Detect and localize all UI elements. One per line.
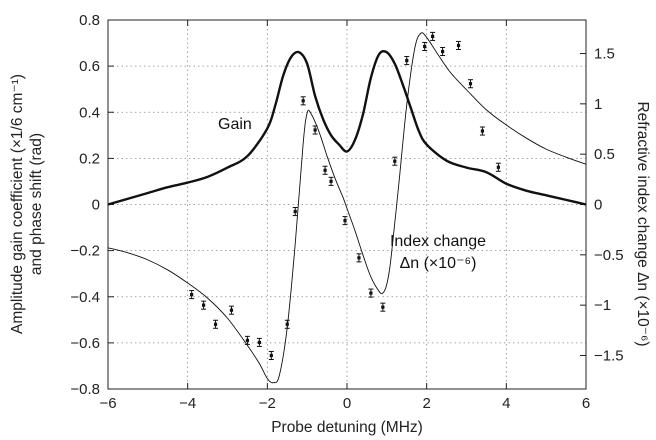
data-marker (229, 308, 234, 312)
x-tick-label: −4 (179, 395, 196, 412)
data-marker (293, 209, 297, 214)
data-point (456, 40, 462, 50)
data-point (467, 79, 473, 89)
data-marker (202, 303, 206, 307)
x-tick-label: 0 (343, 395, 351, 412)
data-marker (329, 179, 333, 183)
data-point (440, 46, 446, 57)
data-point (244, 335, 250, 345)
x-axis-title: Probe detuning (MHz) (271, 419, 423, 436)
y-left-tick-label: 0.6 (79, 58, 100, 75)
data-point (201, 300, 207, 310)
y-right-tick-label: 1 (594, 96, 602, 113)
data-point (322, 165, 328, 175)
x-tick-label: 4 (502, 395, 510, 412)
y-left-tick-label: −0.8 (70, 381, 100, 398)
data-point (284, 319, 290, 329)
gain-annotation: Gain (218, 116, 252, 133)
y-left-axis-title-line2: and phase shift (rad) (28, 133, 45, 275)
data-point (430, 31, 436, 41)
y-right-tick-label: −1 (594, 297, 611, 314)
data-point (256, 337, 262, 347)
y-left-tick-label: 0.2 (79, 150, 100, 167)
y-left-tick-label: −0.6 (70, 335, 100, 352)
data-point (268, 350, 274, 361)
data-point (495, 162, 501, 172)
x-tick-label: −6 (99, 395, 116, 412)
data-marker (381, 305, 385, 309)
data-marker (285, 322, 289, 326)
axis-ticks: −6 −4 −2 0 2 4 6 −0.8 −0.6 −0.4 −0.2 0 0.2 0.4 0.6 0.8 −… (70, 12, 623, 412)
data-marker (480, 129, 485, 133)
grid-lines (108, 20, 586, 389)
index-change-curve (107, 32, 587, 384)
data-marker (323, 168, 327, 172)
data-marker (301, 99, 305, 103)
x-tick-label: 6 (582, 395, 590, 412)
data-marker (456, 43, 461, 48)
data-point (342, 216, 348, 226)
data-point (392, 156, 398, 166)
data-marker (269, 353, 273, 358)
data-point (356, 253, 362, 263)
data-point (312, 125, 318, 135)
data-marker (369, 291, 373, 295)
data-marker (343, 219, 347, 223)
data-point (380, 302, 386, 312)
data-marker (393, 159, 397, 163)
index-annotation-line1: Index change (390, 233, 486, 250)
data-marker (431, 34, 435, 39)
series (107, 31, 587, 384)
data-point (422, 41, 428, 51)
y-left-tick-label: 0.4 (79, 104, 100, 121)
y-left-tick-label: 0.8 (79, 12, 100, 29)
data-marker (213, 322, 218, 326)
data-marker (313, 128, 317, 132)
y-left-tick-label: −0.4 (70, 289, 100, 306)
data-marker (441, 49, 445, 54)
index-annotation-line2: Δn (×10⁻⁶) (400, 255, 477, 272)
data-marker (496, 165, 500, 169)
y-right-tick-label: 1.5 (594, 46, 615, 63)
gain-curve (107, 50, 587, 206)
data-point (404, 56, 410, 66)
y-right-tick-label: 0 (594, 197, 602, 214)
x-tick-label: 2 (422, 395, 430, 412)
data-marker (357, 256, 361, 260)
data-point (479, 126, 485, 136)
y-right-tick-label: −1.5 (594, 347, 624, 364)
data-marker (423, 44, 427, 49)
data-marker (190, 292, 194, 297)
y-right-tick-label: 0.5 (594, 146, 615, 163)
y-right-tick-label: −0.5 (594, 247, 624, 264)
data-marker (257, 340, 261, 344)
y-left-tick-label: −0.2 (70, 243, 100, 260)
data-point (368, 288, 374, 298)
data-point (300, 96, 306, 106)
data-point (292, 207, 298, 217)
y-right-axis-title: Refractive index change Δn (×10⁻⁶) (634, 101, 651, 346)
data-marker (468, 82, 473, 86)
y-left-tick-label: 0 (92, 197, 100, 214)
data-point (228, 305, 234, 315)
data-marker (405, 58, 409, 63)
data-point (213, 319, 219, 329)
data-point (189, 290, 195, 300)
data-marker (245, 338, 250, 342)
x-tick-label: −2 (259, 395, 276, 412)
data-point (328, 176, 334, 186)
y-left-axis-title-line1: Amplitude gain coefficient (×1/6 cm⁻¹) (9, 74, 26, 334)
